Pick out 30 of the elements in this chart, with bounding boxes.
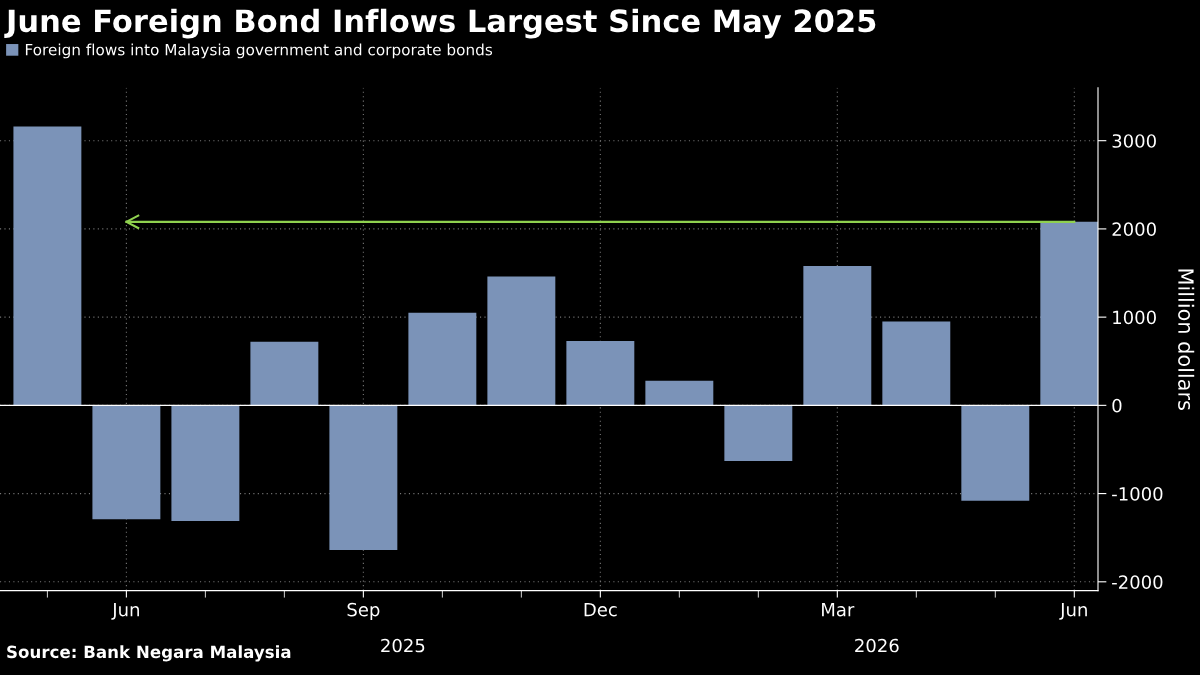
bar xyxy=(92,405,161,520)
bar xyxy=(329,405,398,551)
y-tick-label: 3000 xyxy=(1112,134,1156,148)
y-axis-title: Million dollars xyxy=(1178,269,1195,410)
text: 2026 xyxy=(855,638,899,653)
x-tick-label: Sep xyxy=(347,602,380,620)
bar xyxy=(487,276,556,406)
bar xyxy=(803,265,872,406)
bar xyxy=(171,405,240,521)
bar xyxy=(724,405,793,461)
bar xyxy=(882,321,951,406)
y-tick-label: -1000 xyxy=(1112,487,1163,501)
x-tick-label: Jun xyxy=(1059,602,1087,620)
legend-label: Foreign flows into Malaysia government and corporate bonds xyxy=(25,43,493,59)
y-tick-label: -2000 xyxy=(1112,575,1163,589)
x-tick-label: Jun xyxy=(111,602,139,620)
bar xyxy=(566,340,635,406)
y-tick-label: 1000 xyxy=(1113,310,1156,325)
bar xyxy=(408,312,477,406)
x-tick-label: Mar xyxy=(822,602,855,617)
bar xyxy=(13,126,82,406)
y-tick-label: 2000 xyxy=(1112,222,1156,237)
bar xyxy=(250,341,319,406)
bar xyxy=(961,405,1030,501)
y-tick-label: 0 xyxy=(1112,398,1122,413)
x-tick-label: Dec xyxy=(584,602,617,617)
chart-title: June Foreign Bond Inflows Largest Since May 2025 xyxy=(4,8,876,39)
source-note: Source: Bank Negara Malaysia xyxy=(7,645,291,662)
bar xyxy=(645,380,714,406)
text: 2025 xyxy=(381,638,425,653)
